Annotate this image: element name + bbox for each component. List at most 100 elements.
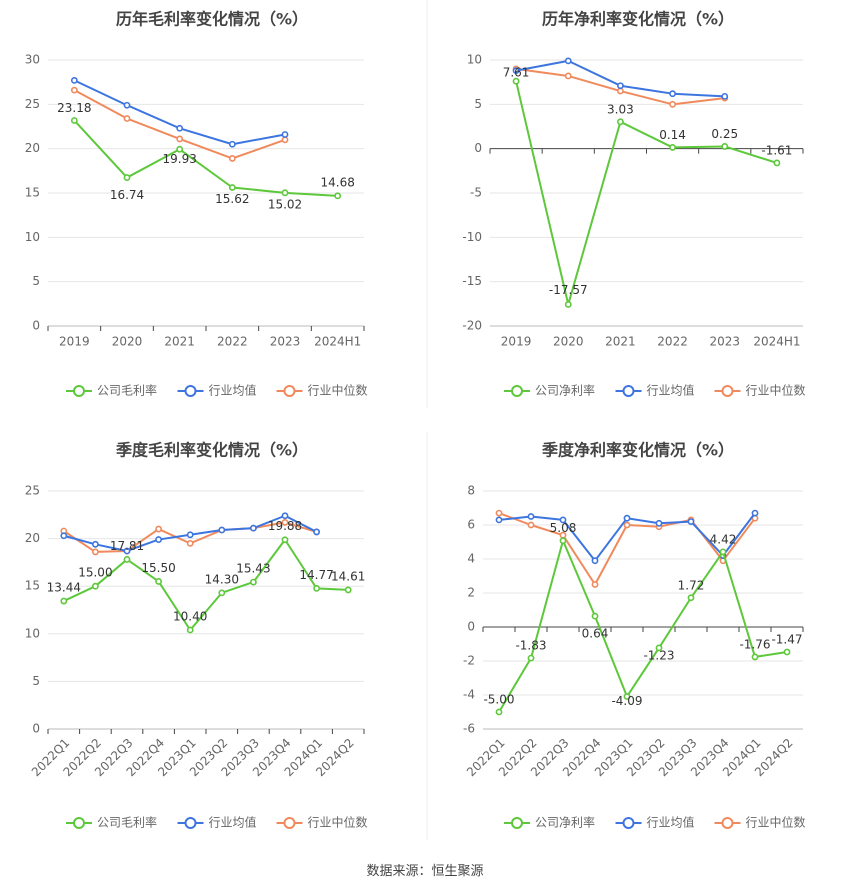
data-label: 16.74 xyxy=(110,188,144,202)
x-tick-label: 2024H1 xyxy=(753,335,800,349)
legend-label-company: 公司毛利率 xyxy=(97,815,157,830)
data-label: 0.64 xyxy=(582,627,609,641)
data-point-avg xyxy=(721,92,729,100)
data-point-company xyxy=(176,145,184,153)
y-tick-label: -10 xyxy=(462,230,482,244)
data-point-company xyxy=(313,584,320,592)
data-label: -1.76 xyxy=(739,637,770,651)
data-point-avg xyxy=(527,513,535,520)
data-point-median xyxy=(123,115,131,122)
x-tick-label: 2019 xyxy=(501,335,532,349)
legend-marker-avg xyxy=(622,385,635,397)
data-point-avg xyxy=(559,516,567,524)
data-label: 15.43 xyxy=(236,562,270,576)
data-point-company xyxy=(617,118,624,126)
data-point-median xyxy=(155,525,162,533)
data-label: 14.30 xyxy=(205,572,239,586)
data-point-avg xyxy=(176,124,184,132)
data-point-company xyxy=(669,144,676,151)
data-point-company xyxy=(527,654,535,662)
data-source-note: 数据来源：恒生聚源 xyxy=(366,864,484,879)
data-point-company xyxy=(721,143,729,150)
data-label: 4.42 xyxy=(710,532,737,546)
data-point-company xyxy=(655,644,663,652)
data-point-avg xyxy=(623,514,631,522)
data-point-company xyxy=(123,174,131,181)
legend-marker-median xyxy=(283,817,296,829)
data-point-avg xyxy=(751,509,759,517)
series-line-company xyxy=(498,539,788,713)
data-point-avg xyxy=(155,536,162,543)
chart-title-3: 季度毛利率变化情况（%） xyxy=(115,441,308,460)
data-point-company xyxy=(281,189,289,197)
data-label: 7.61 xyxy=(503,66,530,80)
series-line-company xyxy=(73,119,338,197)
x-tick-label: 2023 xyxy=(709,335,740,349)
x-tick-label: 2020 xyxy=(553,335,584,349)
data-label: 0.25 xyxy=(711,127,738,141)
y-tick-label: 2 xyxy=(467,586,475,600)
data-point-median xyxy=(186,539,194,547)
legend-label-median: 行业中位数 xyxy=(308,383,368,398)
data-point-company xyxy=(751,653,759,661)
data-point-median xyxy=(495,509,503,517)
data-point-company xyxy=(512,77,520,85)
y-tick-label: 6 xyxy=(467,518,475,532)
data-point-company xyxy=(559,537,567,545)
legend-label-company: 公司毛利率 xyxy=(97,383,157,398)
y-tick-label: 5 xyxy=(32,274,40,288)
data-point-company xyxy=(249,578,257,586)
data-point-company xyxy=(228,184,236,191)
data-point-avg xyxy=(591,557,599,565)
y-tick-label: 20 xyxy=(25,141,40,155)
y-tick-label: 0 xyxy=(467,620,475,634)
data-point-avg xyxy=(92,540,99,548)
data-point-median xyxy=(591,581,599,588)
data-label: -1.47 xyxy=(771,632,802,646)
data-label: 15.02 xyxy=(268,197,302,211)
data-label: -4.09 xyxy=(611,694,642,708)
y-tick-label: 0 xyxy=(32,319,40,333)
data-point-avg xyxy=(512,67,520,75)
y-tick-label: 30 xyxy=(25,53,40,67)
legend-marker-median xyxy=(721,385,734,397)
data-label: 13.44 xyxy=(47,581,81,595)
legend-marker-avg xyxy=(184,817,197,829)
data-point-company xyxy=(773,159,781,167)
data-label: 17.81 xyxy=(110,539,144,553)
data-point-company xyxy=(281,536,289,544)
y-tick-label: 10 xyxy=(467,53,482,67)
x-tick-label: 2019 xyxy=(59,335,90,349)
legend-label-avg: 行业均值 xyxy=(209,815,257,830)
data-point-company xyxy=(218,589,226,597)
data-label: 0.14 xyxy=(659,128,686,142)
legend-marker-avg xyxy=(184,385,197,397)
data-point-avg xyxy=(655,519,663,527)
data-label: -5.00 xyxy=(483,693,514,707)
legend-label-avg: 行业均值 xyxy=(647,383,695,398)
data-label: 14.68 xyxy=(320,175,354,189)
x-tick-label: 2022 xyxy=(657,335,688,349)
y-tick-label: 15 xyxy=(25,579,40,593)
y-tick-label: 0 xyxy=(474,141,482,155)
legend-label-company: 公司净利率 xyxy=(535,383,595,398)
x-tick-label: 2021 xyxy=(164,335,195,349)
legend-marker-median xyxy=(721,817,734,829)
data-point-median xyxy=(617,87,624,95)
data-point-median xyxy=(176,135,184,143)
data-point-median xyxy=(564,72,572,80)
chart-title-1: 历年毛利率变化情况（%） xyxy=(116,10,308,29)
legend-marker-company xyxy=(511,385,523,397)
data-point-avg xyxy=(495,516,503,524)
data-point-company xyxy=(495,708,503,716)
data-point-median xyxy=(669,100,676,108)
data-point-company xyxy=(719,548,727,556)
data-point-avg xyxy=(186,531,194,539)
data-point-company xyxy=(783,648,791,656)
data-label: 1.72 xyxy=(678,578,705,592)
data-label: 15.00 xyxy=(78,566,112,580)
data-point-company xyxy=(186,626,194,634)
y-tick-label: 15 xyxy=(25,186,40,200)
data-label: 14.61 xyxy=(331,569,365,583)
